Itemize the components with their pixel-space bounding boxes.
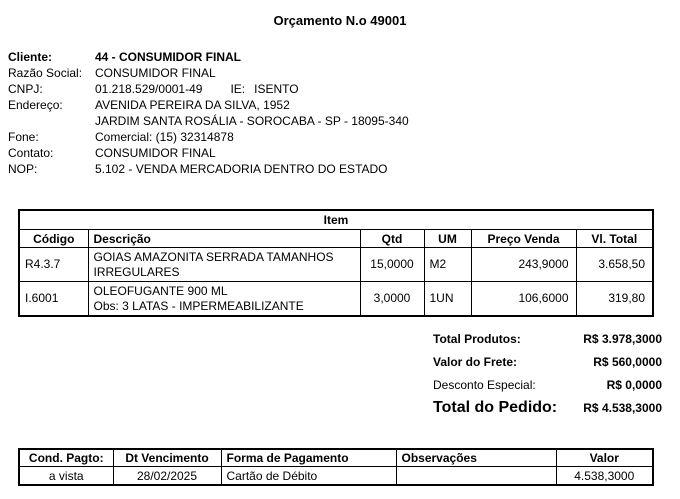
- item-row: R4.3.7 GOIAS AMAZONITA SERRADA TAMANHOS …: [18, 247, 654, 282]
- payment-table: Cond. Pagto: Dt Vencimento Forma de Paga…: [18, 448, 654, 486]
- client-info-block: Cliente: 44 - CONSUMIDOR FINAL Razão Soc…: [8, 49, 528, 177]
- client-row-contato: Contato: CONSUMIDOR FINAL: [8, 145, 528, 161]
- item-codigo: I.6001: [18, 281, 89, 317]
- column-header-observacoes: Observações: [395, 448, 557, 467]
- client-row-fone: Fone: Comercial: (15) 32314878: [8, 129, 528, 145]
- column-header-forma-pagamento: Forma de Pagamento: [220, 448, 397, 467]
- client-label: CNPJ:: [8, 82, 43, 96]
- column-header-descricao: Descrição: [87, 229, 361, 248]
- valor-frete-label: Valor do Frete:: [433, 355, 518, 369]
- column-header-valor: Valor: [555, 448, 654, 467]
- client-row-nop: NOP: 5.102 - VENDA MERCADORIA DENTRO DO …: [8, 161, 528, 177]
- item-vl-total: 3.658,50: [575, 247, 654, 282]
- column-header-vl-total: Vl. Total: [575, 229, 654, 248]
- client-value: CONSUMIDOR FINAL: [95, 146, 216, 160]
- item-qtd: 3,0000: [359, 281, 425, 317]
- ie-value: ISENTO: [254, 82, 299, 96]
- item-descricao-obs: Obs: 3 LATAS - IMPERMEABILIZANTE: [93, 298, 304, 313]
- client-value: AVENIDA PEREIRA DA SILVA, 1952 JARDIM SA…: [95, 97, 528, 129]
- client-value: 44 - CONSUMIDOR FINAL: [95, 50, 242, 64]
- client-label: Endereço:: [8, 98, 63, 112]
- client-label: Fone:: [8, 130, 39, 144]
- item-table-group-header-row: Item: [18, 209, 654, 230]
- item-qtd: 15,0000: [359, 247, 425, 282]
- column-header-codigo: Código: [18, 229, 89, 248]
- desconto-especial-value: R$ 0,0000: [606, 378, 662, 392]
- desconto-especial-row: Desconto Especial: R$ 0,0000: [433, 378, 662, 392]
- valor-frete-value: R$ 560,0000: [593, 355, 662, 369]
- column-header-dt-vencimento: Dt Vencimento: [112, 448, 222, 467]
- page-title: Orçamento N.o 49001: [273, 13, 407, 28]
- valor-frete-row: Valor do Frete: R$ 560,0000: [433, 355, 662, 369]
- client-row-razao-social: Razão Social: CONSUMIDOR FINAL: [8, 65, 528, 81]
- item-um: 1UN: [423, 281, 472, 317]
- client-row-cliente: Cliente: 44 - CONSUMIDOR FINAL: [8, 49, 528, 65]
- client-label: Razão Social:: [8, 66, 83, 80]
- client-label: Cliente:: [8, 50, 53, 64]
- item-table: Item Código Descrição Qtd UM Preço Venda…: [18, 209, 655, 317]
- payment-forma-pagamento: Cartão de Débito: [220, 466, 397, 486]
- ie-label: IE:: [230, 82, 246, 96]
- desconto-especial-label: Desconto Especial:: [433, 378, 536, 392]
- item-codigo: R4.3.7: [18, 247, 89, 282]
- client-value: Comercial: (15) 32314878: [95, 130, 234, 144]
- payment-cond-pagto: a vista: [18, 466, 114, 486]
- column-header-um: UM: [423, 229, 472, 248]
- column-header-cond-pagto: Cond. Pagto:: [18, 448, 114, 467]
- payment-observacoes: [395, 466, 557, 486]
- item-preco-venda: 243,9000: [470, 247, 577, 282]
- column-header-qtd: Qtd: [359, 229, 425, 248]
- address-line-1: AVENIDA PEREIRA DA SILVA, 1952: [95, 98, 290, 112]
- payment-row: a vista 28/02/2025 Cartão de Débito 4.53…: [18, 466, 654, 486]
- total-pedido-value: R$ 4.538,3000: [583, 401, 662, 415]
- item-vl-total: 319,80: [575, 281, 654, 317]
- item-preco-venda: 106,6000: [470, 281, 577, 317]
- item-descricao: GOIAS AMAZONITA SERRADA TAMANHOS IRREGUL…: [87, 247, 361, 282]
- payment-valor: 4.538,3000: [555, 466, 654, 486]
- client-value: 5.102 - VENDA MERCADORIA DENTRO DO ESTAD…: [95, 162, 388, 176]
- total-produtos-label: Total Produtos:: [433, 332, 521, 346]
- column-header-preco-venda: Preço Venda: [470, 229, 577, 248]
- totals-block: Total Produtos: R$ 3.978,3000 Valor do F…: [433, 332, 662, 424]
- client-label: Contato:: [8, 146, 54, 160]
- address-line-2: JARDIM SANTA ROSÁLIA - SOROCABA - SP - 1…: [95, 114, 409, 128]
- item-descricao-line: OLEOFUGANTE 900 ML: [93, 283, 228, 298]
- client-value: 01.218.529/0001-49 IE: ISENTO: [95, 81, 528, 97]
- total-produtos-row: Total Produtos: R$ 3.978,3000: [433, 332, 662, 346]
- client-row-endereco: Endereço: AVENIDA PEREIRA DA SILVA, 1952…: [8, 97, 528, 129]
- payment-dt-vencimento: 28/02/2025: [112, 466, 222, 486]
- item-row: I.6001 OLEOFUGANTE 900 ML Obs: 3 LATAS -…: [18, 281, 654, 317]
- item-um: M2: [423, 247, 472, 282]
- total-produtos-value: R$ 3.978,3000: [583, 332, 662, 346]
- item-table-header-row: Código Descrição Qtd UM Preço Venda Vl. …: [18, 229, 654, 248]
- total-pedido-row: Total do Pedido: R$ 4.538,3000: [433, 399, 662, 416]
- client-label: NOP:: [8, 162, 38, 176]
- client-value: CONSUMIDOR FINAL: [95, 66, 216, 80]
- payment-table-header-row: Cond. Pagto: Dt Vencimento Forma de Paga…: [18, 448, 654, 467]
- item-descricao: OLEOFUGANTE 900 ML Obs: 3 LATAS - IMPERM…: [87, 281, 361, 317]
- item-table-group-header: Item: [18, 209, 654, 230]
- total-pedido-label: Total do Pedido:: [433, 399, 558, 416]
- cnpj-value: 01.218.529/0001-49: [95, 82, 203, 96]
- client-row-cnpj: CNPJ: 01.218.529/0001-49 IE: ISENTO: [8, 81, 528, 97]
